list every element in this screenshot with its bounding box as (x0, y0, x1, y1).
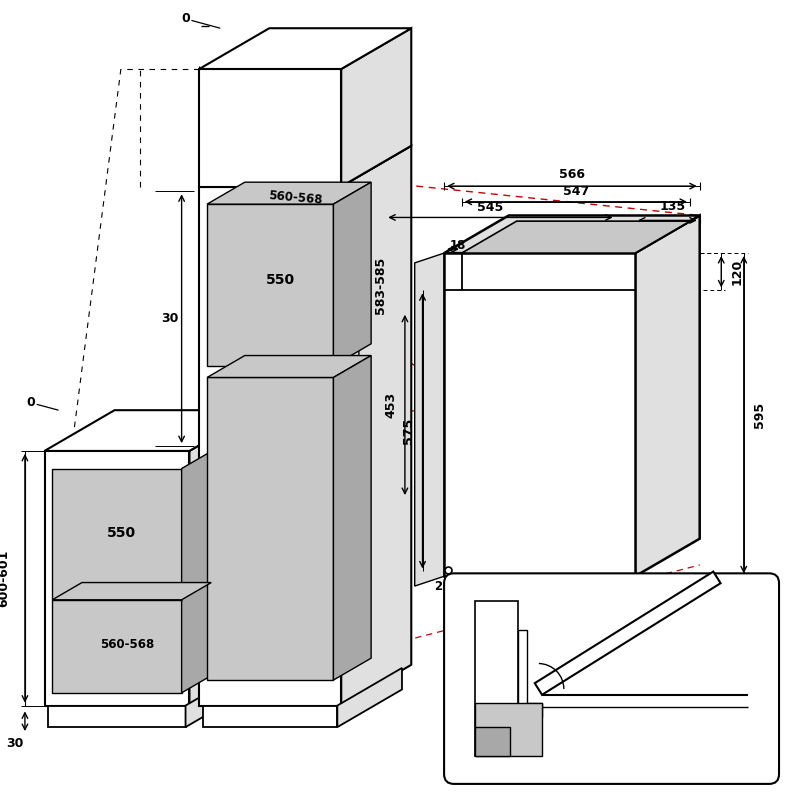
Polygon shape (518, 630, 542, 718)
Text: 550: 550 (266, 273, 294, 287)
Polygon shape (52, 469, 182, 693)
Text: 4: 4 (745, 738, 754, 751)
Polygon shape (534, 571, 721, 694)
Polygon shape (199, 28, 411, 69)
Text: 18: 18 (450, 238, 466, 252)
Polygon shape (45, 451, 190, 706)
Polygon shape (199, 69, 342, 186)
Text: 2: 2 (434, 579, 442, 593)
Text: 0: 0 (181, 12, 190, 25)
Text: 120: 120 (730, 258, 743, 285)
Text: 583-585: 583-585 (374, 256, 387, 314)
Polygon shape (475, 601, 518, 757)
Polygon shape (444, 215, 700, 253)
Text: 560-568: 560-568 (267, 190, 322, 207)
Text: 545: 545 (478, 201, 504, 214)
Text: 566: 566 (559, 168, 585, 181)
Text: 450: 450 (631, 587, 660, 601)
Polygon shape (190, 410, 259, 706)
Polygon shape (444, 253, 635, 576)
Polygon shape (45, 410, 259, 451)
Polygon shape (475, 702, 542, 757)
Text: 600-601: 600-601 (0, 550, 10, 607)
Polygon shape (207, 378, 334, 680)
Polygon shape (342, 28, 411, 186)
Polygon shape (199, 146, 411, 186)
Polygon shape (207, 182, 371, 204)
Polygon shape (635, 215, 700, 576)
Polygon shape (182, 451, 211, 693)
Text: 453: 453 (385, 392, 398, 418)
Polygon shape (207, 355, 371, 378)
Polygon shape (462, 221, 690, 253)
FancyBboxPatch shape (444, 574, 779, 784)
Polygon shape (186, 668, 250, 727)
Text: 0: 0 (665, 683, 674, 696)
Polygon shape (49, 706, 186, 727)
Polygon shape (334, 182, 371, 366)
Text: 20: 20 (458, 583, 474, 597)
Polygon shape (475, 727, 510, 757)
Text: 575: 575 (402, 418, 415, 444)
Polygon shape (52, 582, 211, 600)
Polygon shape (338, 668, 402, 727)
Polygon shape (334, 355, 371, 680)
Text: 89°: 89° (590, 647, 615, 660)
Text: 30: 30 (6, 738, 24, 750)
Text: 595: 595 (526, 611, 553, 624)
Polygon shape (203, 706, 338, 727)
Text: 560-568: 560-568 (100, 638, 154, 651)
Polygon shape (207, 204, 334, 366)
Polygon shape (414, 253, 444, 586)
Polygon shape (342, 146, 411, 706)
Text: 547: 547 (562, 185, 589, 198)
Text: 595: 595 (753, 402, 766, 428)
Text: 135: 135 (659, 200, 686, 213)
Text: 30: 30 (161, 312, 178, 326)
Polygon shape (199, 186, 342, 706)
Text: 550: 550 (107, 526, 137, 540)
Text: 0: 0 (26, 396, 35, 409)
